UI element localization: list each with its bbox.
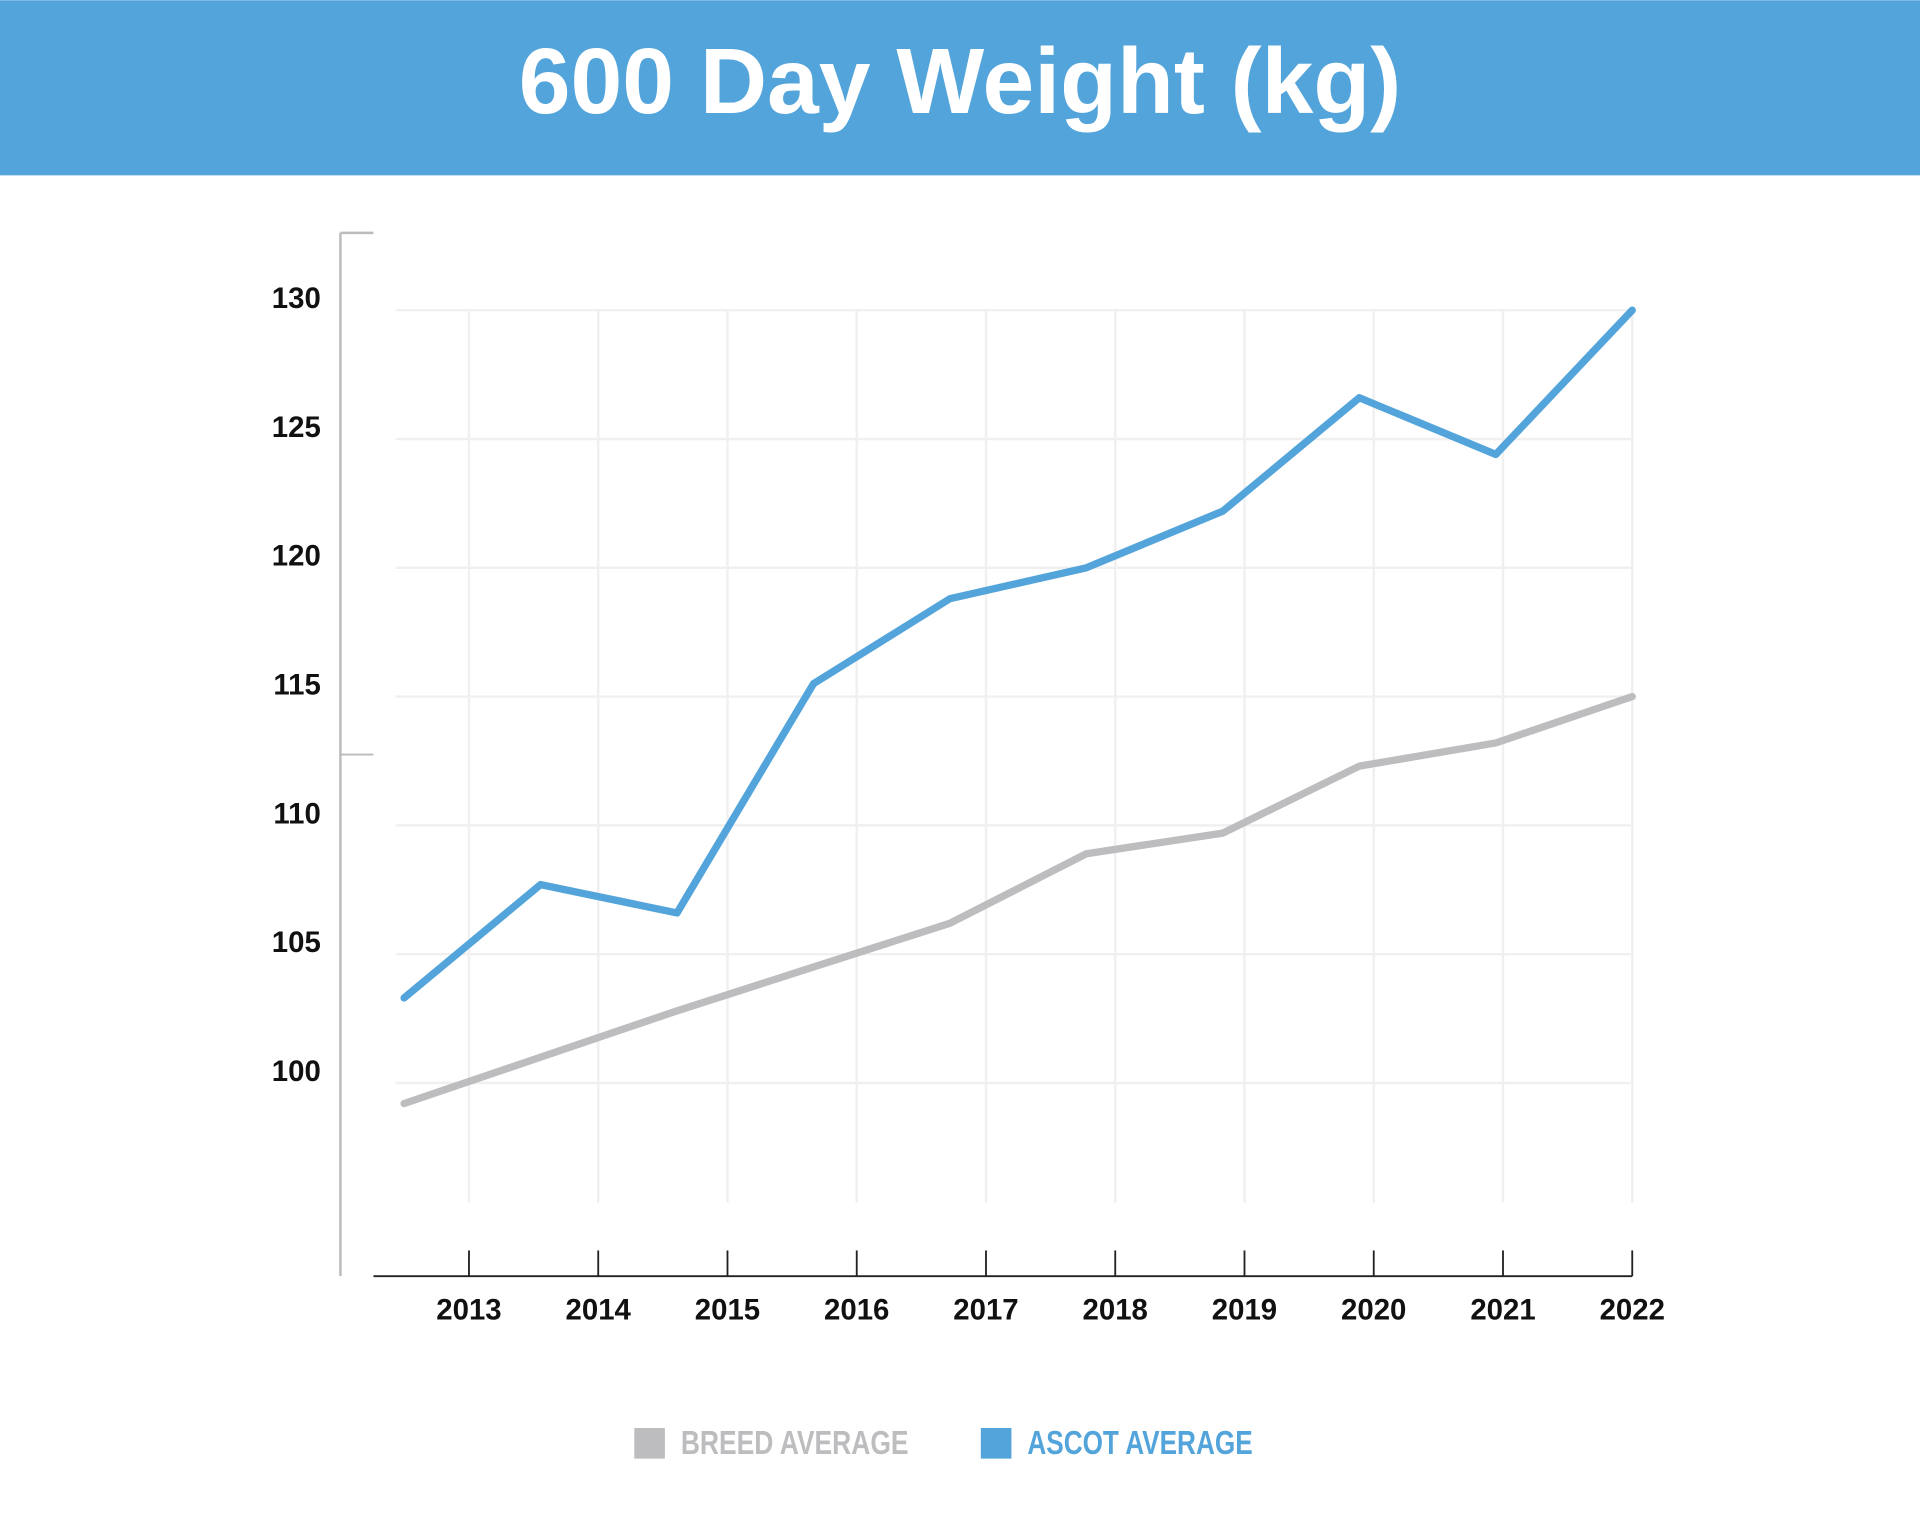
legend-label: ASCOT AVERAGE: [1027, 1425, 1252, 1462]
chart-title: 600 Day Weight (kg): [519, 29, 1401, 133]
x-tick-label: 2022: [1600, 1293, 1665, 1326]
x-tick-label: 2017: [953, 1293, 1018, 1326]
title-bar: [0, 0, 1920, 176]
x-tick-label: 2014: [566, 1293, 632, 1326]
y-tick-label: 105: [272, 926, 321, 959]
series-line: [400, 306, 1636, 1002]
x-tick-label: 2020: [1341, 1293, 1406, 1326]
x-tick-label: 2015: [695, 1293, 760, 1326]
x-tick-label: 2021: [1470, 1293, 1535, 1326]
y-tick-label: 115: [273, 669, 320, 702]
x-tick-label: 2018: [1083, 1293, 1148, 1326]
y-tick-label: 110: [273, 797, 320, 830]
x-tick-label: 2013: [436, 1293, 501, 1326]
y-tick-label: 130: [272, 282, 321, 315]
y-tick-label: 100: [272, 1055, 321, 1088]
legend-swatch: [980, 1428, 1012, 1459]
legend-label: BREED AVERAGE: [681, 1425, 909, 1462]
series-line: [400, 692, 1636, 1108]
x-tick-label: 2019: [1212, 1293, 1277, 1326]
x-tick-label: 2016: [824, 1293, 889, 1326]
y-tick-label: 125: [272, 411, 321, 444]
y-tick-label: 120: [272, 540, 321, 573]
legend-swatch: [634, 1428, 665, 1459]
